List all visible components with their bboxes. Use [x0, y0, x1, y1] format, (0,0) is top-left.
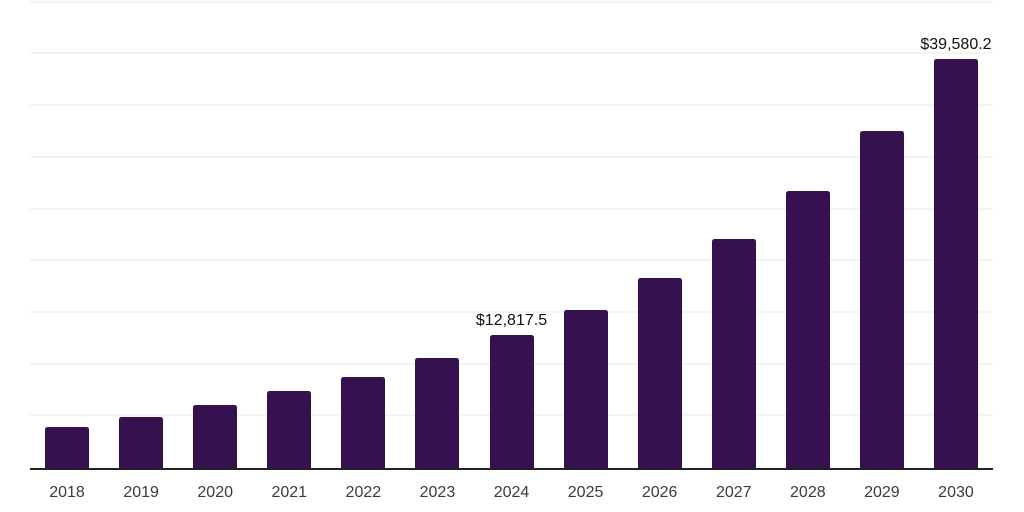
- gridline: [30, 207, 993, 210]
- bar-slot: $12,817.5: [474, 0, 548, 468]
- gridline: [30, 52, 993, 55]
- bar-2022: [341, 376, 386, 468]
- x-tick-2030: 2030: [938, 484, 974, 501]
- x-tick-2018: 2018: [49, 484, 85, 501]
- bar-slot: [104, 0, 178, 468]
- bar-2023: [415, 357, 460, 468]
- x-tick-2021: 2021: [271, 484, 308, 501]
- gridline: [30, 310, 993, 313]
- bar-value-label: $12,817.5: [475, 312, 548, 330]
- gridline: [30, 155, 993, 158]
- x-tick-2024: 2024: [493, 484, 530, 501]
- bar-2030: $39,580.2: [920, 36, 992, 468]
- x-tick-2029: 2029: [864, 484, 900, 501]
- x-tick-2028: 2028: [790, 484, 826, 501]
- gridline: [30, 0, 993, 3]
- bar-2020: [193, 404, 238, 468]
- bar-2028: [785, 190, 830, 468]
- x-tick-2019: 2019: [123, 484, 159, 501]
- bar-2026: [637, 277, 682, 468]
- bar-2029: [859, 131, 904, 468]
- x-axis-line: [30, 468, 993, 470]
- bar-2025: [563, 310, 608, 468]
- gridline: [30, 104, 993, 107]
- bar-slot: [623, 0, 697, 468]
- bar-2021: [267, 391, 312, 468]
- x-tick-row: 2018 2019 2020 2021 2022 2023 2024 2025 2026 2027…: [30, 470, 993, 502]
- x-tick-2023: 2023: [419, 484, 456, 501]
- x-tick-2027: 2027: [715, 484, 752, 501]
- bar-slot: [400, 0, 474, 468]
- x-tick-2026: 2026: [641, 484, 678, 501]
- bar-slot: [178, 0, 252, 468]
- bar-2024: $12,817.5: [476, 312, 547, 468]
- bars-container: $12,817.5 $39,580.2: [30, 0, 993, 468]
- x-tick-2022: 2022: [345, 484, 382, 501]
- x-tick-2020: 2020: [197, 484, 233, 501]
- bar-2027: [711, 238, 756, 468]
- bar-value-label: $39,580.2: [920, 35, 992, 53]
- bar-slot: [549, 0, 623, 468]
- bar-2018: [45, 427, 90, 468]
- bar-slot: [252, 0, 326, 468]
- gridline: [30, 259, 993, 262]
- bar-slot: [30, 0, 104, 468]
- bar-slot: [771, 0, 845, 468]
- x-tick-2025: 2025: [567, 484, 604, 501]
- bar-slot: [845, 0, 919, 468]
- plot-area: $12,817.5 $39,580.2: [30, 0, 993, 468]
- bar-slot: $39,580.2: [919, 0, 993, 468]
- bar-slot: [326, 0, 400, 468]
- bar-slot: [697, 0, 771, 468]
- bar-2019: [119, 417, 164, 468]
